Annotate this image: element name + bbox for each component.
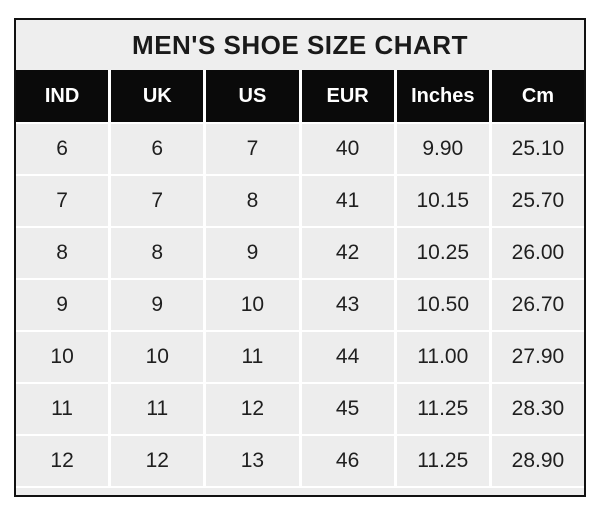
table-row: 6 6 7 40 9.90 25.10	[16, 124, 585, 174]
column-header-inches: Inches	[396, 70, 489, 122]
table-cell: 26.70	[491, 280, 585, 330]
table-cell: 10.25	[396, 228, 489, 278]
table-cell: 12	[16, 436, 109, 486]
table-cell: 25.70	[491, 176, 585, 226]
table-cell: 41	[301, 176, 394, 226]
table-cell: 27.90	[491, 332, 585, 382]
table-cell: 11.00	[396, 332, 489, 382]
table-cell: 10.15	[396, 176, 489, 226]
table-cell: 45	[301, 384, 394, 434]
table-cell: 10	[16, 332, 109, 382]
table-cell: 43	[301, 280, 394, 330]
table-cell: 28.30	[491, 384, 585, 434]
table-cell: 28.90	[491, 436, 585, 486]
table-cell: 40	[301, 124, 394, 174]
table-cell: 7	[16, 176, 109, 226]
table-cell: 11	[16, 384, 109, 434]
table-cell: 11.25	[396, 384, 489, 434]
table-row: 7 7 8 41 10.15 25.70	[16, 176, 585, 226]
column-header-us: US	[206, 70, 299, 122]
table-cell: 12	[111, 436, 204, 486]
shoe-size-chart: MEN'S SHOE SIZE CHART IND UK US EUR Inches Cm…	[14, 18, 586, 497]
column-header-eur: EUR	[301, 70, 394, 122]
table-row: 9 9 10 43 10.50 26.70	[16, 280, 585, 330]
table-cell: 46	[301, 436, 394, 486]
table-cell: 7	[206, 124, 299, 174]
table-cell: 6	[111, 124, 204, 174]
table-cell: 9	[16, 280, 109, 330]
table-cell: 7	[111, 176, 204, 226]
table-cell: 10	[206, 280, 299, 330]
bottom-sliver	[16, 488, 584, 495]
table-cell: 8	[16, 228, 109, 278]
header-row: IND UK US EUR Inches Cm	[16, 70, 585, 122]
column-header-cm: Cm	[491, 70, 585, 122]
chart-title: MEN'S SHOE SIZE CHART	[16, 20, 584, 70]
table-row: 11 11 12 45 11.25 28.30	[16, 384, 585, 434]
table-cell: 6	[16, 124, 109, 174]
table-cell: 42	[301, 228, 394, 278]
table-cell: 25.10	[491, 124, 585, 174]
table-cell: 9.90	[396, 124, 489, 174]
table-row: 10 10 11 44 11.00 27.90	[16, 332, 585, 382]
table-row: 12 12 13 46 11.25 28.90	[16, 436, 585, 486]
table-cell: 11	[206, 332, 299, 382]
table-cell: 11.25	[396, 436, 489, 486]
table-body: 6 6 7 40 9.90 25.10 7 7 8 41 10.15 25.70 8 8 9 42 10.25 2…	[16, 122, 585, 486]
table-cell: 11	[111, 384, 204, 434]
table-cell: 8	[111, 228, 204, 278]
table-cell: 44	[301, 332, 394, 382]
table-cell: 9	[111, 280, 204, 330]
table-cell: 13	[206, 436, 299, 486]
column-header-ind: IND	[16, 70, 109, 122]
table-cell: 9	[206, 228, 299, 278]
column-header-uk: UK	[111, 70, 204, 122]
table-cell: 12	[206, 384, 299, 434]
table-row: 8 8 9 42 10.25 26.00	[16, 228, 585, 278]
table-cell: 10.50	[396, 280, 489, 330]
table-cell: 26.00	[491, 228, 585, 278]
table-cell: 8	[206, 176, 299, 226]
table-cell: 10	[111, 332, 204, 382]
